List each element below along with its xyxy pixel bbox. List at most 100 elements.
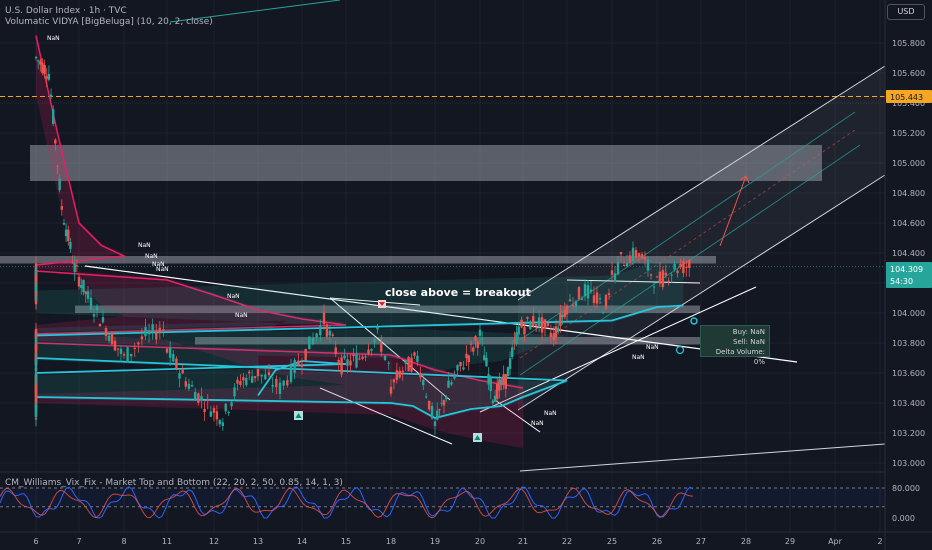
candle-body <box>34 56 38 59</box>
candle-body <box>383 355 387 361</box>
level-price-label: 105.443 <box>890 93 923 102</box>
candle-body <box>325 324 329 337</box>
candle-body <box>401 370 404 373</box>
candle-body <box>367 349 370 354</box>
candle-body <box>334 347 337 355</box>
candle-body <box>549 332 553 338</box>
breakout-annotation: close above = breakout <box>385 286 531 299</box>
candle-body <box>688 260 691 268</box>
candle-body <box>515 332 518 345</box>
candle-body <box>286 380 289 386</box>
candle-body <box>598 298 602 300</box>
candle-body <box>67 229 70 242</box>
candle-body <box>34 358 38 365</box>
candle-body <box>200 396 203 401</box>
last-price-tag <box>886 262 932 288</box>
candle-body <box>158 327 162 333</box>
candle-body <box>453 375 456 379</box>
candle-body <box>218 420 222 425</box>
trendline <box>329 297 421 306</box>
candle-body <box>474 336 477 342</box>
candle-body <box>392 379 396 383</box>
candle-body <box>496 383 499 399</box>
candle-body <box>194 391 197 401</box>
channel-upper-line <box>517 65 886 301</box>
candle-body <box>133 347 136 349</box>
candle-body <box>242 377 245 381</box>
candle-body <box>438 409 441 411</box>
candle-body <box>413 352 416 356</box>
candle-body <box>440 402 443 404</box>
price-tick-label: 103.800 <box>892 339 925 348</box>
candle-body <box>685 266 688 268</box>
candle-body <box>592 295 596 303</box>
candle-body <box>529 321 532 330</box>
candle-body <box>113 340 117 351</box>
candle-body <box>203 408 206 412</box>
nan-label: NaN <box>531 420 544 427</box>
oscillator-legend[interactable]: CM_Williams_Vix_Fix - Market Top and Bot… <box>5 478 343 488</box>
candle-body <box>404 360 407 364</box>
candle-body <box>197 393 200 403</box>
candle-body <box>289 364 293 382</box>
candle-body <box>172 353 175 362</box>
time-tick-label: 28 <box>741 537 751 546</box>
candle-body <box>43 64 46 75</box>
candle-body <box>469 343 473 345</box>
candle-body <box>36 60 40 62</box>
candle-body <box>101 317 105 323</box>
indicator-legend[interactable]: Volumatic VIDYA [BigBeluga] (10, 20, 2, … <box>5 17 213 27</box>
candle-body <box>230 402 233 407</box>
candle-body <box>140 336 144 340</box>
candle-body <box>459 362 462 367</box>
candle-body <box>387 362 390 364</box>
bull-signal-marker <box>473 433 482 442</box>
candle-body <box>49 94 53 97</box>
candle-body <box>147 330 151 335</box>
candle-body <box>165 348 169 353</box>
candle-body <box>625 262 629 267</box>
time-tick-label: 6 <box>33 537 38 546</box>
candle-body <box>71 262 74 264</box>
candle-body <box>467 355 470 363</box>
nan-label: NaN <box>235 312 248 319</box>
bull-signal-marker <box>294 411 303 420</box>
chart-title[interactable]: U.S. Dollar Index · 1h · TVC <box>5 6 127 16</box>
candle-body <box>355 354 358 368</box>
candle-body <box>92 314 96 317</box>
nan-label: NaN <box>544 410 557 417</box>
candle-body <box>34 274 38 283</box>
channel-mid-line <box>519 129 856 359</box>
candle-body <box>212 408 216 413</box>
candle-body <box>380 343 383 352</box>
price-tick-label: 105.200 <box>892 129 925 138</box>
signal-circle-icon <box>675 345 685 355</box>
candle-body <box>253 376 257 379</box>
candle-body <box>655 276 659 278</box>
projection-arrow-head <box>739 175 750 184</box>
candle-body <box>227 411 230 414</box>
candle-body <box>676 270 679 274</box>
candle-body <box>504 374 507 389</box>
currency-button[interactable]: USD <box>887 4 925 20</box>
candle-body <box>233 387 236 397</box>
candle-body <box>34 406 38 410</box>
candle-body <box>34 354 38 356</box>
candle-body <box>315 333 318 338</box>
candle-body <box>436 410 439 420</box>
candle-body <box>416 355 419 362</box>
candle-body <box>104 328 108 337</box>
candle-body <box>73 263 76 273</box>
candle-body <box>77 277 81 287</box>
candle-body <box>137 342 140 345</box>
candle-body <box>622 264 626 266</box>
time-tick-label: 2 <box>877 537 882 546</box>
candle-body <box>271 385 274 387</box>
candle-body <box>450 382 453 385</box>
candle-body <box>552 333 555 341</box>
price-tick-label: 105.400 <box>892 99 925 108</box>
bear-signal-marker <box>378 300 386 308</box>
candle-body <box>86 291 90 299</box>
